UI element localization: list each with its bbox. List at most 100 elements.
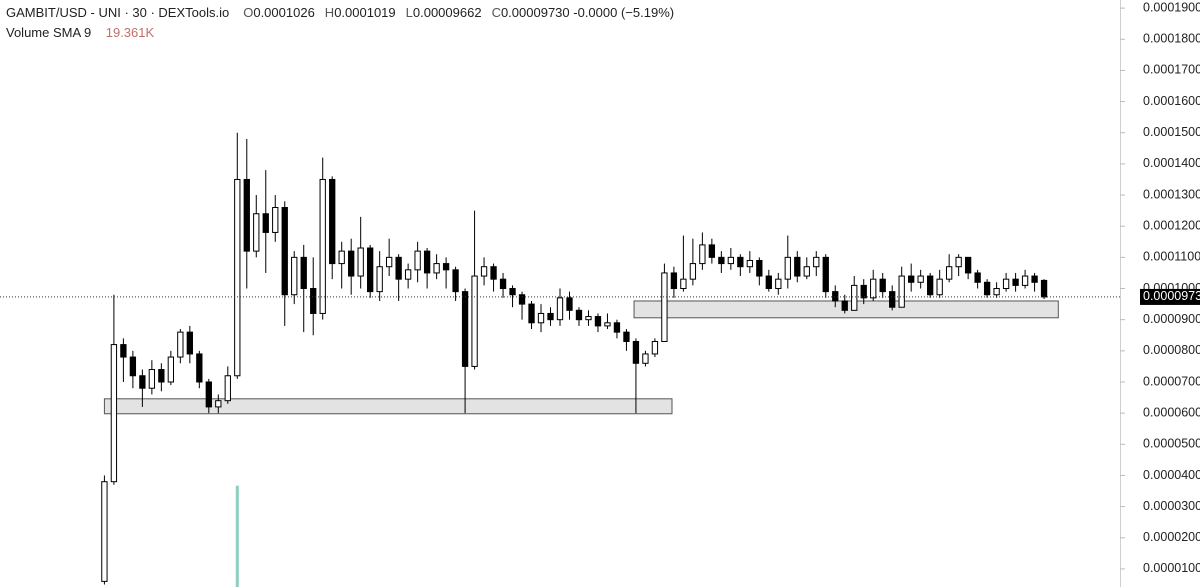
ohlc-value: 0.0001019 — [334, 5, 396, 20]
candle-body — [689, 263, 697, 280]
y-tick-label: 0.0000600 — [1143, 405, 1200, 419]
candle-body — [452, 269, 459, 293]
candle-body — [1040, 279, 1048, 298]
ohlc-label: H — [324, 5, 335, 20]
candle-body — [319, 178, 326, 314]
ohlc-label: O — [243, 5, 254, 20]
candle-body — [746, 259, 753, 268]
candle-body — [423, 250, 431, 274]
candle-body — [879, 278, 886, 293]
candle-body — [945, 266, 953, 280]
candle-body — [841, 300, 848, 311]
candle-body — [775, 278, 782, 290]
y-tick-label: 0.0001700 — [1143, 63, 1200, 77]
candle-body — [215, 400, 222, 408]
candle-body — [148, 369, 156, 389]
candle-body — [594, 316, 602, 327]
candle-body — [338, 250, 345, 265]
y-tick-label: 0.0001900 — [1143, 0, 1200, 14]
last-price-label: 0.0000973 — [1143, 289, 1200, 303]
candle-body — [813, 256, 820, 268]
y-tick-label: 0.0001400 — [1143, 156, 1200, 170]
candle-body — [851, 284, 858, 311]
candle-body — [433, 263, 440, 274]
candle-body — [186, 331, 193, 355]
candle-body — [442, 263, 450, 271]
candle-body — [281, 207, 288, 296]
indicator-name: Volume SMA 9 — [6, 25, 92, 40]
y-tick-label: 0.0001300 — [1143, 187, 1200, 201]
candle-body — [110, 344, 118, 483]
candle-body — [784, 256, 791, 280]
indicator-value: 19.361K — [105, 25, 155, 40]
indicator-row: Volume SMA 9 19.361K — [6, 23, 674, 43]
candle-body — [499, 278, 507, 290]
candle-body — [461, 291, 469, 367]
candle-body — [547, 312, 554, 321]
candle-body — [101, 481, 108, 582]
candle-body — [509, 288, 516, 296]
candle-body — [680, 278, 687, 290]
candle-body — [955, 256, 962, 268]
candle-body — [661, 272, 668, 342]
legend: GAMBIT/USD - UNI · 30 · DEXTools.io O0.00… — [6, 3, 674, 43]
candle-body — [167, 356, 175, 383]
candle-body — [727, 256, 735, 265]
candle-body — [794, 256, 801, 277]
y-tick-label: 0.0001500 — [1143, 125, 1200, 139]
candle-body — [993, 288, 1000, 296]
candle-body — [642, 353, 649, 364]
candle-body — [348, 250, 355, 277]
candle-body — [329, 178, 336, 265]
candle-body — [1012, 278, 1019, 286]
y-tick-label: 0.0001100 — [1143, 250, 1200, 264]
candle-body — [480, 266, 488, 277]
candle-body — [120, 344, 127, 358]
y-tick-label: 0.0001200 — [1143, 218, 1200, 232]
candle-body — [908, 275, 915, 283]
candle-body — [1031, 275, 1038, 283]
y-tick-label: 0.0000900 — [1143, 312, 1200, 326]
candle-body — [272, 207, 279, 233]
candle-body — [234, 178, 241, 377]
candle-body — [1002, 278, 1010, 290]
candle-body — [1021, 275, 1029, 286]
candle-body — [537, 312, 545, 324]
candle-body — [196, 353, 203, 383]
candle-body — [613, 322, 621, 333]
candle-body — [699, 244, 706, 265]
ohlc: O0.0001026 H0.0001019 L0.00009662 C0.000097… — [233, 5, 569, 20]
y-tick-label: 0.0001800 — [1143, 32, 1200, 46]
y-tick-label: 0.0000800 — [1143, 343, 1200, 357]
candle-body — [205, 381, 212, 408]
candle-body — [291, 256, 298, 296]
candle-body — [518, 294, 526, 305]
candle-body — [376, 266, 383, 293]
candle-body — [898, 275, 905, 308]
candle-body — [670, 272, 678, 290]
candle-body — [917, 275, 924, 283]
y-tick-label: 0.0001600 — [1143, 94, 1200, 108]
candle-body — [870, 278, 877, 299]
candle-body — [385, 256, 393, 268]
candle-body — [395, 256, 402, 280]
candle-body — [357, 247, 364, 277]
candle-body — [556, 297, 564, 321]
candle-body — [860, 284, 867, 299]
candle-body — [414, 250, 421, 271]
ohlc-value: 0.00009730 — [500, 5, 570, 20]
ohlc-value: 0.0001026 — [253, 5, 315, 20]
candle-body — [566, 297, 573, 311]
candle-body — [177, 331, 184, 358]
candle-body — [623, 331, 630, 342]
last-price-box — [1140, 288, 1200, 305]
change: -0.0000 (−5.19%) — [573, 5, 675, 20]
y-tick-label: 0.0000700 — [1143, 374, 1200, 388]
y-tick-label: 0.0000400 — [1143, 468, 1200, 482]
candle-body — [471, 275, 478, 367]
candle-body — [243, 178, 250, 252]
candle-body — [756, 259, 763, 277]
candle-body — [158, 369, 165, 383]
candle-body — [604, 322, 611, 327]
